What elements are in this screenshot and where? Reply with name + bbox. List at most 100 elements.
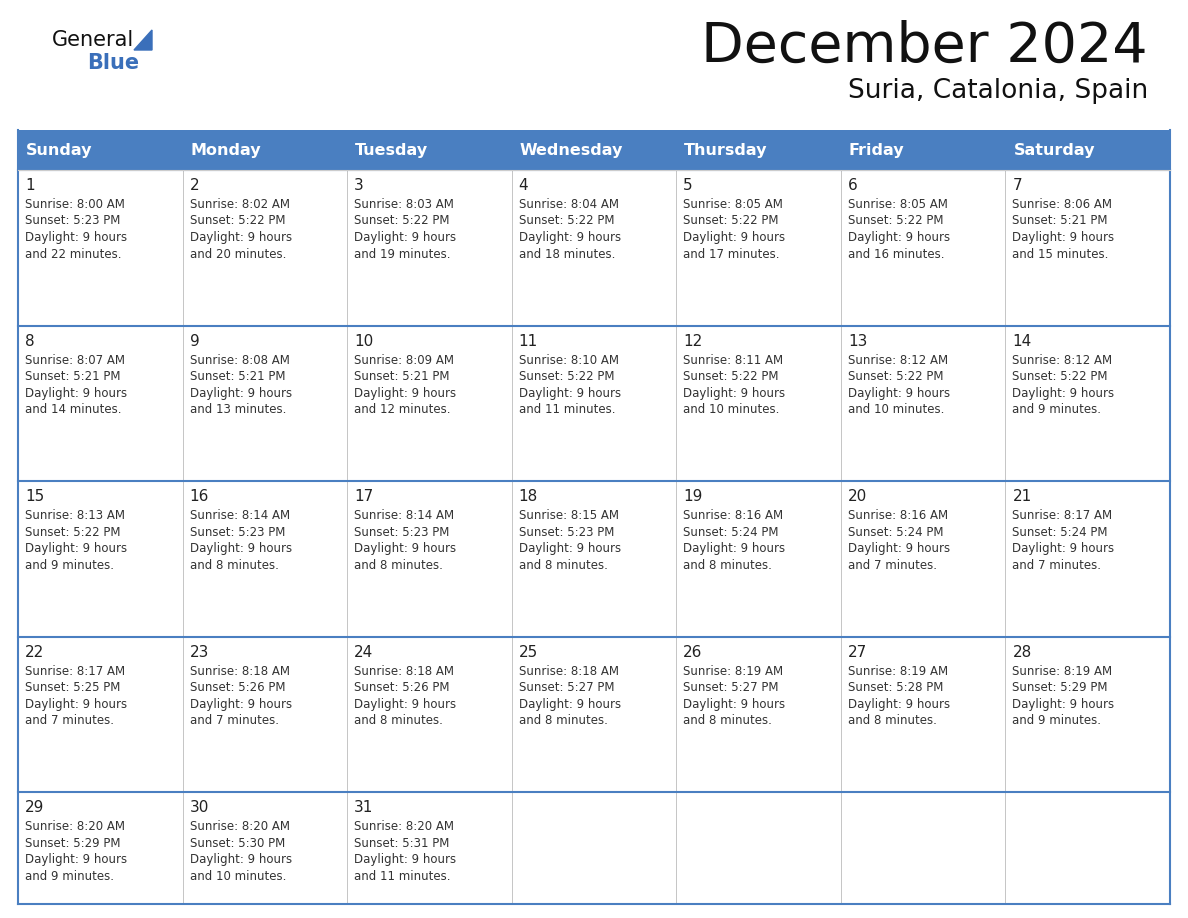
Text: Sunset: 5:29 PM: Sunset: 5:29 PM [25,836,120,849]
Text: Daylight: 9 hours: Daylight: 9 hours [190,386,292,399]
Text: Sunrise: 8:14 AM: Sunrise: 8:14 AM [354,509,454,522]
Bar [18,636,183,792]
Text: Sunrise: 8:13 AM: Sunrise: 8:13 AM [25,509,125,522]
Text: Sunrise: 8:02 AM: Sunrise: 8:02 AM [190,198,290,211]
Text: Daylight: 9 hours: Daylight: 9 hours [519,386,621,399]
Text: 5: 5 [683,178,693,193]
Text: 19: 19 [683,489,702,504]
Text: 21: 21 [1012,489,1031,504]
Bar [841,792,1005,904]
Text: Daylight: 9 hours: Daylight: 9 hours [25,542,127,555]
Text: and 11 minutes.: and 11 minutes. [519,403,615,416]
Text: Sunrise: 8:17 AM: Sunrise: 8:17 AM [25,665,125,677]
Text: 12: 12 [683,333,702,349]
Bar [512,481,676,636]
Text: and 12 minutes.: and 12 minutes. [354,403,450,416]
Text: Sunrise: 8:11 AM: Sunrise: 8:11 AM [683,353,783,366]
Text: 8: 8 [25,333,34,349]
Text: Sunrise: 8:09 AM: Sunrise: 8:09 AM [354,353,454,366]
Bar [183,170,347,326]
Text: Sunset: 5:22 PM: Sunset: 5:22 PM [683,215,779,228]
Text: Daylight: 9 hours: Daylight: 9 hours [519,698,621,711]
Text: Sunrise: 8:03 AM: Sunrise: 8:03 AM [354,198,454,211]
Text: Sunset: 5:22 PM: Sunset: 5:22 PM [519,215,614,228]
Text: Daylight: 9 hours: Daylight: 9 hours [354,698,456,711]
Bar [1005,326,1170,481]
Bar [841,170,1005,326]
Text: 9: 9 [190,333,200,349]
Text: Sunset: 5:27 PM: Sunset: 5:27 PM [683,681,779,694]
Text: Suria, Catalonia, Spain: Suria, Catalonia, Spain [848,78,1148,104]
Bar [347,636,512,792]
Text: and 13 minutes.: and 13 minutes. [190,403,286,416]
Bar [676,326,841,481]
Text: Sunset: 5:24 PM: Sunset: 5:24 PM [848,525,943,539]
Text: Sunset: 5:29 PM: Sunset: 5:29 PM [1012,681,1108,694]
Bar [512,326,676,481]
Text: Sunday: Sunday [26,142,93,158]
Text: Friday: Friday [849,142,904,158]
Text: and 7 minutes.: and 7 minutes. [848,558,937,572]
Text: and 8 minutes.: and 8 minutes. [848,714,936,727]
Text: 25: 25 [519,644,538,659]
Text: Sunrise: 8:20 AM: Sunrise: 8:20 AM [25,820,125,833]
Text: Daylight: 9 hours: Daylight: 9 hours [190,853,292,866]
Text: Sunset: 5:22 PM: Sunset: 5:22 PM [1012,370,1108,383]
Text: and 11 minutes.: and 11 minutes. [354,869,450,882]
Text: Sunset: 5:22 PM: Sunset: 5:22 PM [25,525,120,539]
Text: Sunrise: 8:18 AM: Sunrise: 8:18 AM [519,665,619,677]
Text: and 9 minutes.: and 9 minutes. [1012,714,1101,727]
Text: Sunset: 5:26 PM: Sunset: 5:26 PM [190,681,285,694]
Bar [183,481,347,636]
Text: Sunset: 5:24 PM: Sunset: 5:24 PM [683,525,779,539]
Text: 24: 24 [354,644,373,659]
Text: Daylight: 9 hours: Daylight: 9 hours [683,542,785,555]
Text: Wednesday: Wednesday [519,142,623,158]
Text: Daylight: 9 hours: Daylight: 9 hours [1012,231,1114,244]
Text: Sunrise: 8:07 AM: Sunrise: 8:07 AM [25,353,125,366]
Text: Sunrise: 8:19 AM: Sunrise: 8:19 AM [683,665,783,677]
Text: and 8 minutes.: and 8 minutes. [683,714,772,727]
Text: Daylight: 9 hours: Daylight: 9 hours [354,853,456,866]
Text: Sunset: 5:22 PM: Sunset: 5:22 PM [519,370,614,383]
Text: Sunrise: 8:18 AM: Sunrise: 8:18 AM [190,665,290,677]
Text: and 9 minutes.: and 9 minutes. [25,558,114,572]
Text: and 8 minutes.: and 8 minutes. [683,558,772,572]
Text: Sunset: 5:21 PM: Sunset: 5:21 PM [354,370,449,383]
Text: 14: 14 [1012,333,1031,349]
Text: and 8 minutes.: and 8 minutes. [354,714,443,727]
Text: 27: 27 [848,644,867,659]
Text: Daylight: 9 hours: Daylight: 9 hours [25,231,127,244]
Text: and 7 minutes.: and 7 minutes. [190,714,278,727]
Text: Daylight: 9 hours: Daylight: 9 hours [683,698,785,711]
Bar [1005,636,1170,792]
Text: and 19 minutes.: and 19 minutes. [354,248,450,261]
Text: Daylight: 9 hours: Daylight: 9 hours [25,853,127,866]
Text: Daylight: 9 hours: Daylight: 9 hours [519,542,621,555]
Text: 3: 3 [354,178,364,193]
Text: Sunset: 5:22 PM: Sunset: 5:22 PM [848,215,943,228]
Text: Sunset: 5:31 PM: Sunset: 5:31 PM [354,836,449,849]
Text: Sunrise: 8:18 AM: Sunrise: 8:18 AM [354,665,454,677]
Text: Daylight: 9 hours: Daylight: 9 hours [354,542,456,555]
Text: and 8 minutes.: and 8 minutes. [519,558,607,572]
Bar [18,170,183,326]
Text: Daylight: 9 hours: Daylight: 9 hours [848,542,950,555]
Text: Sunset: 5:26 PM: Sunset: 5:26 PM [354,681,449,694]
Text: and 17 minutes.: and 17 minutes. [683,248,779,261]
Text: and 14 minutes.: and 14 minutes. [25,403,121,416]
Text: and 10 minutes.: and 10 minutes. [190,869,286,882]
Text: Daylight: 9 hours: Daylight: 9 hours [354,231,456,244]
Text: Sunrise: 8:08 AM: Sunrise: 8:08 AM [190,353,290,366]
Text: Sunset: 5:23 PM: Sunset: 5:23 PM [519,525,614,539]
Text: 2: 2 [190,178,200,193]
Text: Thursday: Thursday [684,142,767,158]
Text: and 8 minutes.: and 8 minutes. [519,714,607,727]
Text: 6: 6 [848,178,858,193]
Text: Daylight: 9 hours: Daylight: 9 hours [190,698,292,711]
Text: Sunset: 5:28 PM: Sunset: 5:28 PM [848,681,943,694]
Bar [512,636,676,792]
Text: and 22 minutes.: and 22 minutes. [25,248,121,261]
Text: and 10 minutes.: and 10 minutes. [848,403,944,416]
Text: Daylight: 9 hours: Daylight: 9 hours [848,231,950,244]
